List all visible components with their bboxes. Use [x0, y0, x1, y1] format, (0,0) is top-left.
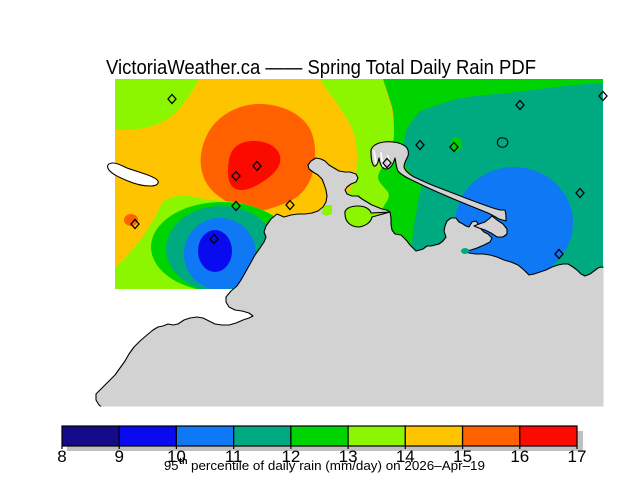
svg-text:VictoriaWeather.ca —— Spring T: VictoriaWeather.ca —— Spring Total Daily…: [106, 57, 536, 79]
svg-text:th: th: [179, 456, 188, 466]
svg-text:12: 12: [281, 447, 300, 466]
svg-text:percentile of daily rain (mm/d: percentile of daily rain (mm/day) on 202…: [191, 458, 485, 473]
svg-text:14: 14: [396, 447, 415, 466]
svg-text:8: 8: [57, 447, 66, 466]
svg-text:17: 17: [568, 447, 587, 466]
svg-text:95: 95: [164, 458, 178, 473]
svg-text:15: 15: [453, 447, 472, 466]
svg-text:9: 9: [114, 447, 123, 466]
svg-text:11: 11: [225, 447, 243, 466]
svg-text:10: 10: [167, 447, 186, 466]
svg-text:16: 16: [510, 447, 529, 466]
svg-text:13: 13: [339, 447, 358, 466]
